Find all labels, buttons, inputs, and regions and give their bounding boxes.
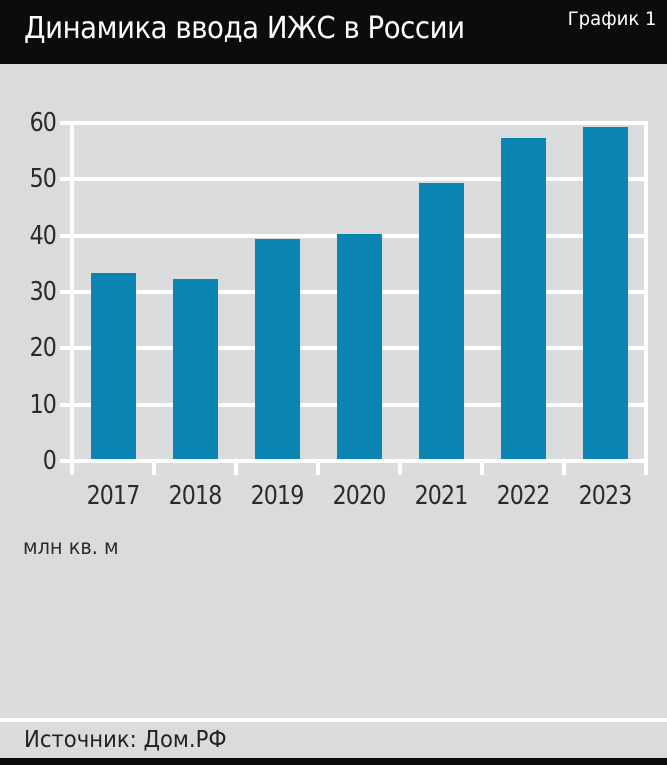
x-axis-label-2020: 2020	[332, 481, 387, 511]
x-tick-5	[480, 463, 484, 475]
bar-2019	[254, 239, 300, 459]
source-row: Источник: Дом.РФ	[0, 722, 667, 758]
x-axis-label-2018: 2018	[168, 481, 223, 511]
x-axis-label-2017: 2017	[86, 481, 141, 511]
chart-number-tag: График 1	[567, 8, 656, 30]
bar-2017	[90, 273, 136, 459]
y-tick-50	[60, 177, 72, 182]
y-axis-label-40: 40	[29, 220, 57, 251]
bar-2020	[336, 233, 382, 459]
chart-header: Динамика ввода ИЖС в России График 1	[0, 0, 667, 64]
y-tick-30	[60, 290, 72, 294]
y-axis-label-10: 10	[29, 389, 57, 420]
bar-2022	[500, 137, 546, 459]
x-axis-label-2022: 2022	[496, 481, 551, 511]
x-axis-label-2023: 2023	[578, 481, 633, 511]
y-unit-label: млн кв. м	[23, 535, 119, 559]
gridline-60	[72, 121, 646, 125]
footer-divider	[0, 718, 667, 722]
x-tick-4	[398, 463, 402, 475]
y-axis-label-60: 60	[29, 108, 57, 138]
bar-2023	[582, 126, 628, 459]
footer-bar	[0, 758, 667, 765]
source-label: Источник: Дом.РФ	[24, 727, 227, 753]
y-tick-40	[60, 233, 72, 238]
bar-2021	[418, 182, 464, 459]
y-tick-10	[60, 402, 72, 407]
chart-title: Динамика ввода ИЖС в России	[24, 11, 465, 46]
x-tick-1	[152, 463, 156, 475]
x-tick-0	[70, 463, 74, 475]
y-tick-20	[60, 346, 72, 351]
y-axis-line	[70, 121, 74, 463]
y-axis-label-20: 20	[29, 333, 57, 364]
y-tick-0	[60, 459, 72, 463]
x-tick-3	[316, 463, 320, 475]
x-axis-label-2019: 2019	[250, 481, 305, 511]
y-tick-60	[60, 121, 72, 125]
bar-2018	[172, 278, 218, 459]
x-axis-label-2021: 2021	[414, 481, 469, 511]
x-tick-7	[644, 463, 648, 475]
x-tick-6	[562, 463, 566, 475]
y-axis-label-50: 50	[29, 164, 57, 195]
gridline-50	[72, 177, 646, 182]
plot-right-border	[644, 121, 648, 463]
y-axis-label-30: 30	[29, 277, 57, 307]
x-tick-2	[234, 463, 238, 475]
y-axis-label-0: 0	[42, 446, 57, 476]
x-axis-line	[72, 459, 646, 463]
